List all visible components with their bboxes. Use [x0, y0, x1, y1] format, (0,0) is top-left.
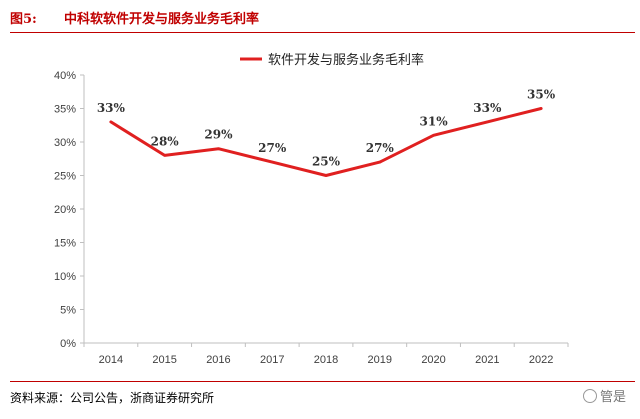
data-label: 28%: [151, 134, 180, 148]
y-tick-label: 25%: [54, 171, 76, 183]
x-tick-label: 2016: [206, 354, 230, 366]
x-tick-label: 2018: [314, 354, 338, 366]
x-tick-label: 2014: [99, 354, 123, 366]
data-label: 27%: [366, 141, 395, 155]
data-label: 27%: [258, 141, 287, 155]
footer-rule: [10, 381, 635, 382]
y-tick-label: 40%: [54, 70, 76, 82]
data-label: 33%: [97, 101, 126, 115]
y-tick-label: 10%: [54, 271, 76, 283]
figure-header: 图5: 中科软软件开发与服务业务毛利率: [0, 0, 640, 34]
x-tick-label: 2019: [368, 354, 392, 366]
figure-title: 中科软软件开发与服务业务毛利率: [64, 12, 260, 27]
y-tick-label: 35%: [54, 104, 76, 116]
source-note: 资料来源：公司公告，浙商证券研究所: [10, 391, 215, 405]
data-label: 31%: [420, 114, 449, 128]
y-tick-label: 0%: [60, 338, 76, 350]
line-chart: 0% 5% 10% 15% 20% 25% 30% 35% 40% 2014 2015 2016 201…: [54, 52, 569, 366]
legend-label: 软件开发与服务业务毛利率: [268, 52, 424, 68]
watermark-text: 管是: [599, 390, 626, 405]
data-label: 25%: [312, 155, 341, 169]
data-label: 35%: [527, 88, 556, 102]
x-tick-label: 2021: [475, 354, 499, 366]
y-tick-label: 20%: [54, 204, 76, 216]
y-tick-label: 15%: [54, 238, 76, 250]
data-label: 33%: [473, 101, 502, 115]
watermark-logo-icon: [582, 389, 597, 403]
y-tick-label: 5%: [60, 305, 76, 317]
data-label: 29%: [204, 128, 233, 142]
y-tick-label: 30%: [54, 137, 76, 149]
figure-number: 图5:: [10, 12, 37, 27]
x-tick-label: 2020: [421, 354, 445, 366]
x-tick-label: 2015: [152, 354, 176, 366]
header-rule: [10, 32, 635, 33]
watermark: 管是: [582, 386, 626, 405]
x-tick-label: 2017: [260, 354, 284, 366]
series-line: [109, 107, 543, 177]
x-tick-label: 2022: [529, 354, 553, 366]
